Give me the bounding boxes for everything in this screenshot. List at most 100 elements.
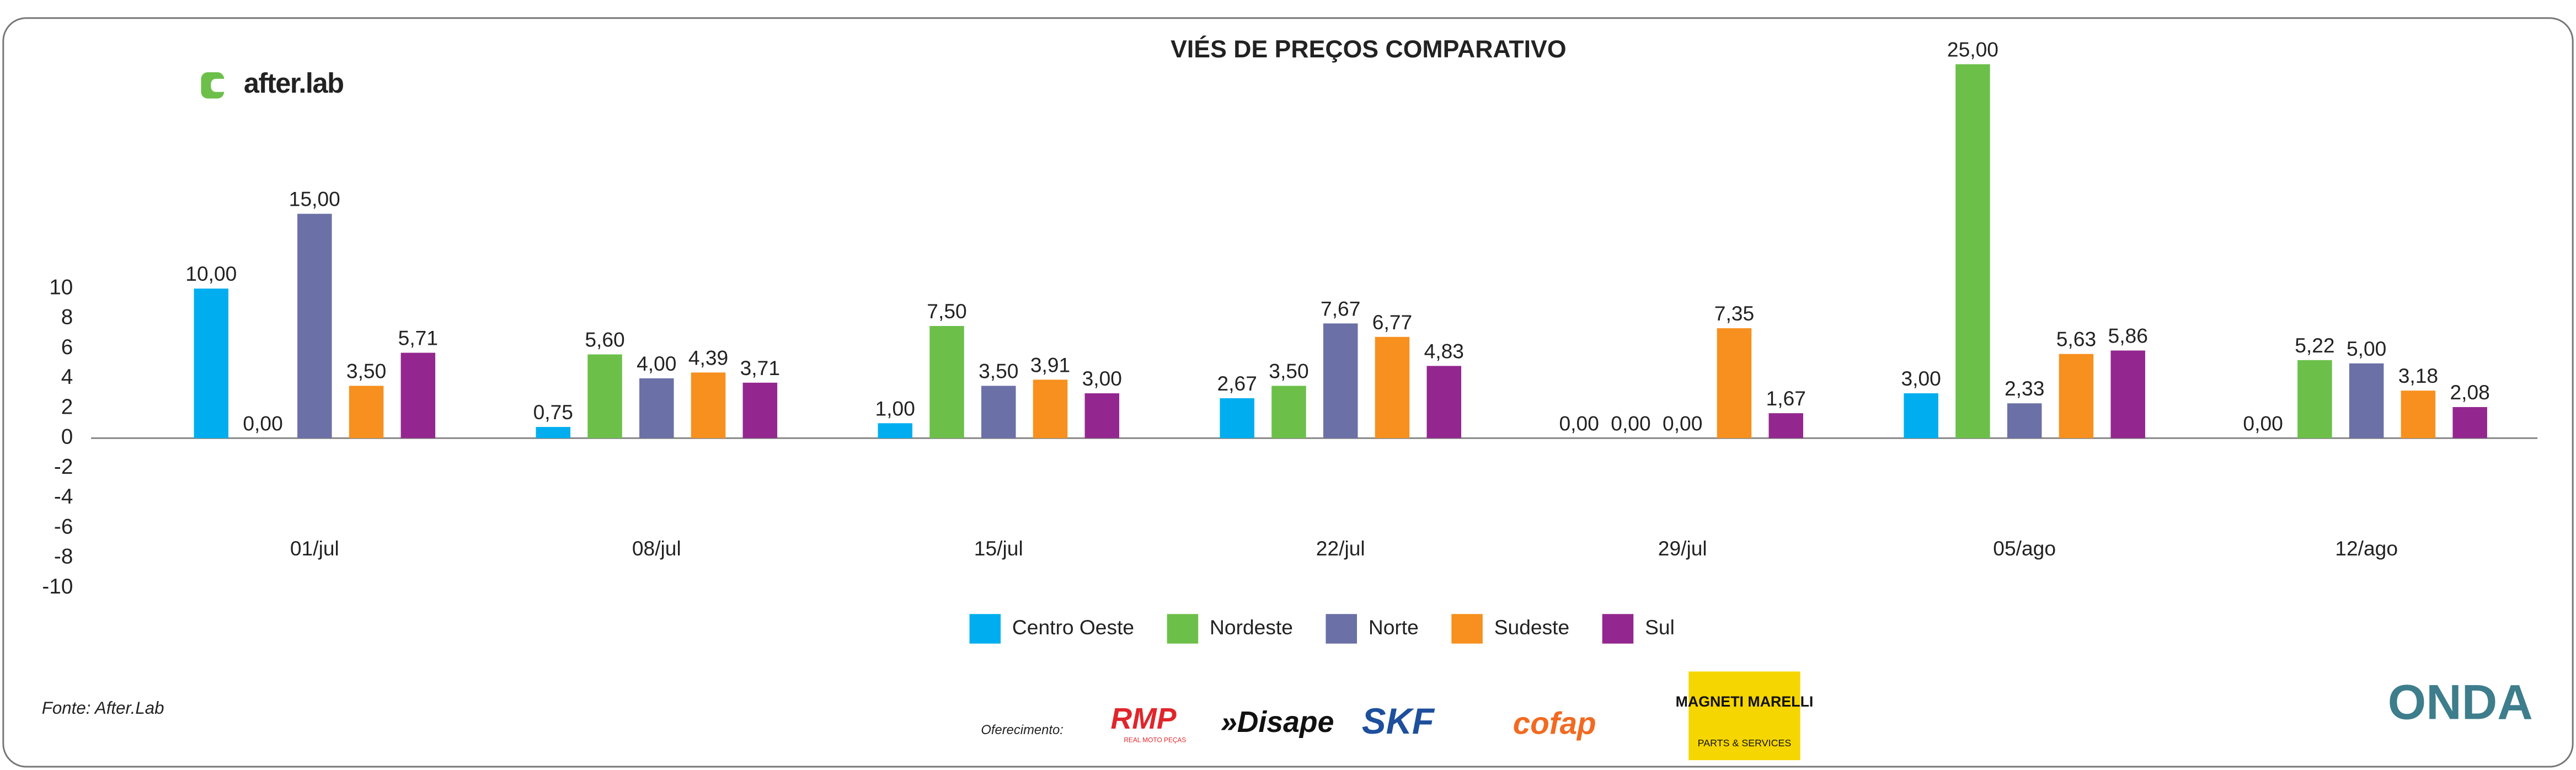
bar — [297, 213, 332, 439]
x-tick-label: 08/jul — [632, 537, 681, 560]
y-tick-label: 10 — [49, 275, 73, 299]
value-label: 5,22 — [2295, 334, 2334, 357]
x-tick-label: 22/jul — [1316, 537, 1365, 560]
y-tick-label: -6 — [54, 515, 73, 538]
value-label: 3,18 — [2398, 364, 2438, 387]
logo-icon — [211, 78, 228, 92]
chart-title: VIÉS DE PREÇOS COMPARATIVO — [1171, 35, 1566, 63]
legend-swatch — [1602, 614, 1634, 644]
sponsor-badge — [1688, 671, 1800, 761]
sponsor-logo: »Disape — [1221, 706, 1334, 739]
y-tick-label: 4 — [61, 365, 73, 389]
value-label: 7,50 — [927, 300, 966, 323]
y-tick-label: -4 — [54, 485, 73, 509]
bar — [981, 386, 1016, 439]
bar — [878, 423, 913, 439]
value-label: 15,00 — [289, 188, 340, 211]
value-label: 3,91 — [1030, 353, 1070, 376]
bar — [2349, 363, 2384, 439]
bar — [194, 288, 229, 439]
bar — [1904, 393, 1938, 439]
bar — [2007, 403, 2042, 439]
value-label: 3,50 — [346, 360, 386, 383]
bar — [2452, 407, 2487, 439]
x-tick-label: 29/jul — [1658, 537, 1707, 560]
bar — [536, 427, 571, 439]
value-label: 0,00 — [1559, 411, 1599, 435]
value-label: 2,67 — [1217, 372, 1257, 395]
sponsor-logo: RMP — [1111, 703, 1177, 735]
bar — [639, 378, 674, 439]
value-label: 0,00 — [243, 411, 282, 435]
logo-text: after.lab — [244, 67, 344, 99]
y-tick-label: 6 — [61, 335, 73, 359]
legend-label: Norte — [1369, 616, 1419, 639]
value-label: 4,39 — [688, 346, 728, 369]
value-label: 5,86 — [2108, 324, 2148, 347]
value-label: 5,60 — [585, 328, 624, 351]
value-label: 6,77 — [1372, 311, 1412, 334]
value-label: 5,00 — [2347, 337, 2386, 360]
bar — [2059, 354, 2094, 439]
bar — [1220, 398, 1254, 439]
logo: after.lab — [201, 67, 344, 99]
bar — [929, 326, 964, 439]
sponsor-logo: MAGNETI MARELLI — [1676, 693, 1814, 710]
y-tick-label: 2 — [61, 395, 73, 419]
bar — [1955, 64, 1990, 439]
y-tick-label: 0 — [61, 425, 73, 449]
x-tick-label: 01/jul — [290, 537, 339, 560]
bar — [742, 382, 778, 439]
value-label: 2,33 — [2005, 377, 2044, 400]
value-label: 4,83 — [1424, 339, 1464, 362]
legend-swatch — [1451, 614, 1483, 644]
legend-swatch — [1326, 614, 1358, 644]
sponsor-label: Oferecimento: — [981, 723, 1063, 737]
bar — [691, 372, 726, 439]
bar — [349, 386, 384, 439]
value-label: 4,00 — [637, 352, 676, 375]
value-label: 5,63 — [2056, 328, 2096, 351]
bar — [1084, 393, 1120, 439]
bar — [1375, 336, 1410, 439]
legend-label: Sul — [1645, 616, 1675, 639]
value-label: 0,00 — [1663, 411, 1702, 435]
bar — [1768, 413, 1803, 439]
value-label: 0,75 — [533, 400, 573, 424]
legend-label: Nordeste — [1210, 616, 1293, 639]
value-label: 1,67 — [1766, 387, 1806, 410]
bar — [1426, 366, 1462, 439]
x-tick-label: 15/jul — [974, 537, 1023, 560]
value-label: 0,00 — [2243, 411, 2283, 435]
y-tick-label: -8 — [54, 545, 73, 569]
brand-logo: ONDA — [2388, 675, 2533, 730]
bar — [1271, 386, 1306, 439]
value-label: 1,00 — [875, 397, 915, 420]
legend-swatch — [1167, 614, 1199, 644]
y-tick-label: -10 — [42, 575, 73, 598]
value-label: 5,71 — [398, 327, 438, 350]
value-label: 3,50 — [1269, 360, 1308, 383]
sponsor-logo: REAL MOTO PEÇAS — [1124, 736, 1186, 744]
x-tick-label: 05/ago — [1993, 537, 2056, 560]
sponsor-logo: SKF — [1362, 701, 1435, 741]
legend-label: Sudeste — [1494, 616, 1569, 639]
bar — [2401, 391, 2436, 439]
x-tick-label: 12/ago — [2335, 537, 2398, 560]
legend-label: Centro Oeste — [1012, 616, 1134, 639]
bar — [1323, 323, 1358, 439]
value-label: 2,08 — [2450, 381, 2489, 404]
bar — [1717, 328, 1752, 439]
value-label: 25,00 — [1947, 38, 1998, 61]
value-label: 0,00 — [1611, 411, 1650, 435]
value-label: 7,35 — [1714, 302, 1754, 325]
bar — [2110, 350, 2145, 439]
value-label: 3,50 — [979, 360, 1018, 383]
value-label: 7,67 — [1321, 297, 1360, 320]
source: Fonte: After.Lab — [42, 698, 164, 718]
bar — [587, 354, 622, 439]
sponsor-logo: cofap — [1513, 706, 1596, 741]
bar — [400, 352, 436, 439]
value-label: 3,00 — [1082, 367, 1122, 390]
